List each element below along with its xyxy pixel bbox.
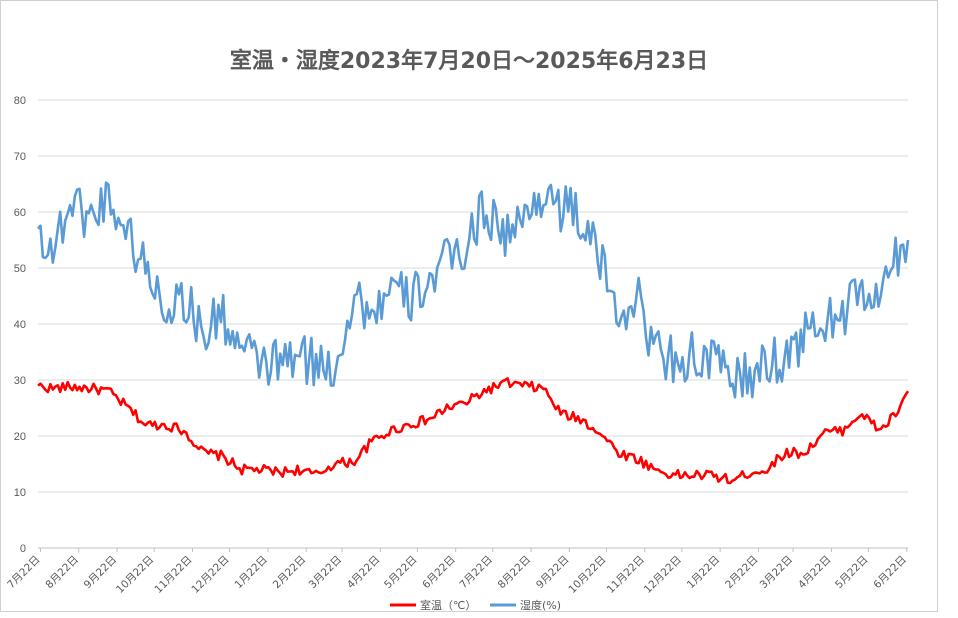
x-tick-label: 5月22日 [833, 554, 871, 592]
x-tick-label: 11月22日 [605, 554, 647, 596]
y-tick-label: 40 [14, 319, 26, 331]
x-tick-label: 2月22日 [271, 554, 309, 592]
y-tick-label: 50 [14, 263, 26, 275]
x-tick-label: 9月22日 [82, 554, 120, 592]
gridlines [38, 99, 908, 549]
x-tick-label: 8月22日 [496, 554, 534, 592]
x-tick-label: 12月22日 [642, 554, 684, 596]
x-tick-label: 1月22日 [685, 554, 723, 592]
x-tick-label: 8月22日 [43, 554, 81, 592]
legend-label-humidity: 湿度(%) [520, 598, 561, 612]
legend: 室温（℃） 湿度(%) [390, 598, 561, 612]
chart-title: 室温・湿度2023年7月20日～2025年6月23日 [230, 48, 708, 74]
x-tick-label: 12月22日 [189, 554, 231, 596]
x-tick-label: 6月22日 [871, 554, 909, 592]
y-tick-label: 10 [14, 487, 26, 499]
chart-frame [0, 0, 938, 612]
series-lines [36, 181, 910, 485]
x-tick-label: 5月22日 [382, 554, 420, 592]
x-tick-label: 4月22日 [796, 554, 834, 592]
x-tick-label: 1月22日 [232, 554, 270, 592]
x-tick-label: 2月22日 [723, 554, 761, 592]
x-tick-label: 3月22日 [307, 554, 345, 592]
x-tick-label: 9月22日 [534, 554, 572, 592]
y-tick-label: 30 [14, 375, 26, 387]
humidity-line [36, 181, 910, 399]
y-tick-label: 80 [14, 95, 26, 107]
y-tick-label: 60 [14, 207, 26, 219]
x-tick-label: 11月22日 [152, 554, 194, 596]
y-tick-label: 20 [14, 431, 26, 443]
x-tick-label: 3月22日 [758, 554, 796, 592]
y-tick-label: 70 [14, 151, 26, 163]
x-tick-label: 10月22日 [566, 554, 608, 596]
temperature-line [37, 377, 910, 485]
x-tick-label: 10月22日 [114, 554, 156, 596]
x-tick-label: 4月22日 [345, 554, 383, 592]
x-tick-label: 7月22日 [5, 554, 43, 592]
y-tick-label: 0 [20, 543, 26, 555]
x-tick-label: 6月22日 [420, 554, 458, 592]
x-tick-label: 7月22日 [457, 554, 495, 592]
legend-label-temperature: 室温（℃） [420, 598, 476, 612]
y-axis-ticks: 0 10 20 30 40 50 60 70 80 [14, 95, 26, 555]
